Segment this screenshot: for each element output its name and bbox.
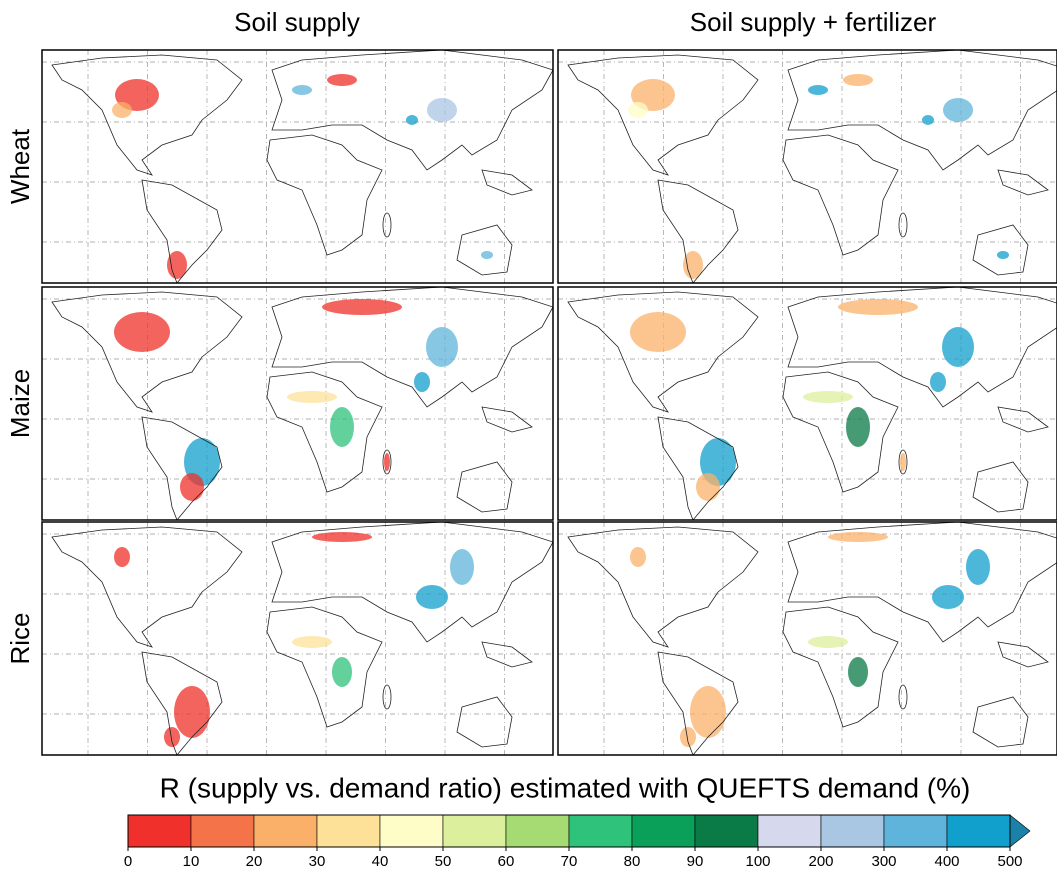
map-panel	[558, 522, 1057, 755]
map-content	[558, 287, 1057, 520]
crop-area	[322, 299, 402, 315]
crop-area	[112, 102, 132, 118]
crop-area	[332, 657, 352, 687]
crop-area	[803, 391, 853, 403]
colorbar-tick-label: 300	[871, 853, 896, 870]
crop-area	[164, 727, 180, 747]
map-content	[42, 50, 553, 283]
crop-area	[690, 686, 726, 738]
crop-area	[426, 327, 458, 367]
colorbar-segment	[380, 815, 443, 847]
crop-area	[292, 85, 312, 95]
column-title: Soil supply	[234, 7, 360, 37]
row-label: Rice	[5, 612, 35, 664]
crop-area	[114, 312, 170, 352]
crop-area	[843, 74, 873, 86]
colorbar-tick-label: 100	[745, 853, 770, 870]
crop-area	[630, 547, 646, 567]
row-label: Wheat	[5, 128, 35, 204]
crop-area	[180, 473, 204, 501]
crop-area	[630, 312, 686, 352]
crop-area	[450, 549, 474, 585]
colorbar-segment	[317, 815, 380, 847]
map-content	[558, 522, 1057, 755]
crop-area	[414, 372, 430, 392]
crop-area	[416, 585, 448, 609]
crop-area	[828, 532, 888, 542]
crop-area	[848, 657, 868, 687]
column-title: Soil supply + fertilizer	[690, 7, 937, 37]
colorbar-tick-label: 30	[309, 853, 326, 870]
colorbar-title: R (supply vs. demand ratio) estimated wi…	[160, 772, 971, 803]
crop-area	[628, 102, 648, 118]
colorbar-tick-label: 10	[183, 853, 200, 870]
crop-area	[406, 115, 418, 125]
colorbar-segment	[695, 815, 758, 847]
map-panel	[42, 50, 553, 283]
crop-area	[942, 327, 974, 367]
crop-area	[327, 74, 357, 86]
crop-area	[922, 115, 934, 125]
map-panel	[558, 50, 1057, 283]
crop-area	[287, 391, 337, 403]
crop-area	[808, 636, 848, 648]
colorbar-extension	[1010, 815, 1030, 847]
crop-area	[966, 549, 990, 585]
colorbar-tick-label: 50	[435, 853, 452, 870]
colorbar-tick-label: 400	[934, 853, 959, 870]
crop-area	[932, 585, 964, 609]
map-panel	[42, 522, 553, 755]
crop-area	[943, 98, 973, 122]
crop-area	[930, 372, 946, 392]
colorbar-segment	[569, 815, 632, 847]
map-panel	[42, 287, 553, 520]
colorbar-tick-label: 500	[997, 853, 1022, 870]
map-content	[42, 287, 553, 520]
crop-area	[696, 473, 720, 501]
panel-frame	[558, 50, 1057, 283]
crop-area	[838, 299, 918, 315]
map-panel	[558, 287, 1057, 520]
crop-area	[384, 453, 390, 471]
panel-frame	[558, 287, 1057, 520]
colorbar-tick-label: 20	[246, 853, 263, 870]
colorbar-segment	[758, 815, 821, 847]
colorbar-tick-label: 200	[808, 853, 833, 870]
figure: Soil supply Wheat Maize Rice Soil supply + f…	[0, 0, 1057, 873]
colorbar-tick-label: 80	[624, 853, 641, 870]
colorbar-segment	[884, 815, 947, 847]
colorbar-tick-label: 40	[372, 853, 389, 870]
crop-area	[427, 98, 457, 122]
crop-area	[114, 547, 130, 567]
crop-area	[174, 686, 210, 738]
colorbar-segment	[254, 815, 317, 847]
crop-area	[846, 407, 870, 447]
crop-area	[481, 251, 493, 259]
crop-area	[900, 453, 906, 471]
colorbar-tick-label: 70	[561, 853, 578, 870]
colorbar-tick-label: 60	[498, 853, 515, 870]
crop-area	[997, 251, 1009, 259]
panel-frame	[42, 50, 553, 283]
colorbar-tick-label: 0	[124, 853, 132, 870]
colorbar-segment	[506, 815, 569, 847]
map-content	[42, 522, 553, 755]
colorbar-segment	[443, 815, 506, 847]
row-label: Maize	[5, 369, 35, 438]
colorbar-segment	[947, 815, 1010, 847]
crop-area	[312, 532, 372, 542]
colorbar-segment	[128, 815, 191, 847]
colorbar-tick-label: 90	[687, 853, 704, 870]
colorbar-segment	[632, 815, 695, 847]
crop-area	[330, 407, 354, 447]
crop-area	[680, 727, 696, 747]
colorbar-segment	[821, 815, 884, 847]
map-content	[558, 50, 1057, 283]
crop-area	[808, 85, 828, 95]
crop-area	[292, 636, 332, 648]
colorbar-segment	[191, 815, 254, 847]
